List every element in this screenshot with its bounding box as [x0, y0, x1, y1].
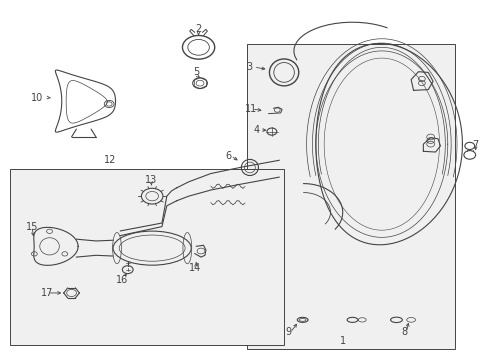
Text: 12: 12 — [104, 155, 117, 165]
Bar — [10, 169, 284, 345]
Text: 6: 6 — [225, 150, 232, 161]
Text: 11: 11 — [245, 104, 257, 114]
Text: 3: 3 — [246, 62, 252, 72]
Text: 14: 14 — [189, 263, 201, 273]
Text: 10: 10 — [31, 93, 43, 103]
Text: 17: 17 — [41, 288, 53, 298]
Text: 2: 2 — [196, 24, 202, 35]
Text: 13: 13 — [145, 175, 157, 185]
Text: 9: 9 — [285, 327, 291, 337]
Text: 8: 8 — [401, 327, 408, 337]
Text: 7: 7 — [472, 140, 478, 150]
Text: 16: 16 — [116, 275, 128, 285]
Text: 1: 1 — [340, 336, 346, 346]
Text: 15: 15 — [26, 222, 39, 231]
Text: 5: 5 — [193, 67, 199, 77]
Bar — [247, 44, 455, 348]
Ellipse shape — [113, 231, 191, 265]
Text: 4: 4 — [254, 125, 260, 135]
